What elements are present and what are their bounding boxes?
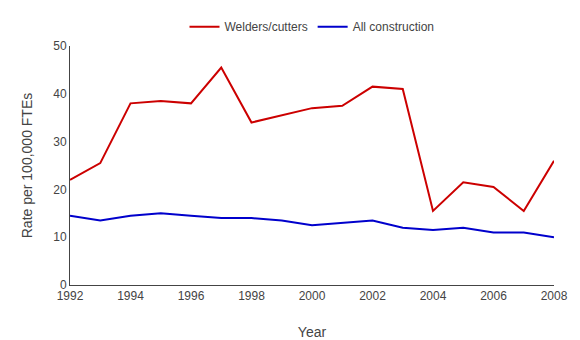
svg-text:2000: 2000 — [299, 289, 326, 303]
svg-text:2004: 2004 — [420, 289, 447, 303]
svg-text:2008: 2008 — [541, 289, 568, 303]
svg-text:Welders/cutters: Welders/cutters — [225, 20, 308, 34]
svg-text:40: 40 — [53, 87, 67, 101]
svg-text:30: 30 — [53, 135, 67, 149]
svg-text:2002: 2002 — [359, 289, 386, 303]
svg-text:1992: 1992 — [57, 289, 84, 303]
svg-text:Year: Year — [298, 324, 327, 340]
svg-text:Rate per 100,000 FTEs: Rate per 100,000 FTEs — [19, 93, 35, 239]
svg-text:1996: 1996 — [178, 289, 205, 303]
svg-text:2006: 2006 — [480, 289, 507, 303]
svg-text:10: 10 — [53, 230, 67, 244]
svg-text:20: 20 — [53, 183, 67, 197]
svg-text:0: 0 — [60, 278, 67, 292]
svg-text:All construction: All construction — [353, 20, 434, 34]
svg-text:1998: 1998 — [238, 289, 265, 303]
svg-text:1994: 1994 — [117, 289, 144, 303]
svg-text:50: 50 — [53, 39, 67, 53]
